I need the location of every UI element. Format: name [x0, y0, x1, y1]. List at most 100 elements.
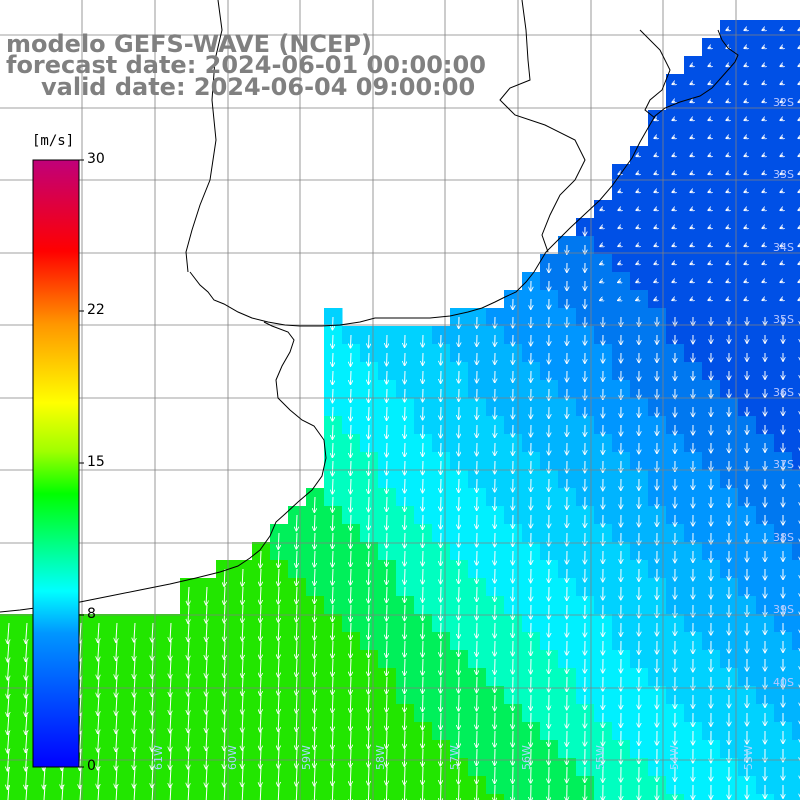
wind-speed-cell	[792, 146, 800, 165]
wind-arrow	[314, 550, 315, 567]
wind-arrow	[350, 460, 351, 475]
wind-speed-cell	[792, 758, 800, 777]
wind-speed-cell	[612, 200, 631, 219]
wind-arrow	[404, 586, 405, 602]
wind-speed-cell	[792, 686, 800, 705]
wind-speed-cell	[684, 272, 703, 291]
wind-arrow	[350, 406, 351, 421]
wind-arrow	[458, 784, 459, 800]
wind-arrow	[386, 712, 387, 730]
wind-arrow	[332, 514, 333, 530]
wind-arrow	[404, 766, 405, 784]
wind-arrow	[332, 550, 333, 567]
wind-speed-cell	[702, 146, 721, 165]
wind-arrow	[386, 640, 387, 657]
wind-speed-cell	[756, 128, 775, 147]
wind-speed-cell	[666, 182, 685, 201]
wind-arrow	[368, 712, 369, 730]
wind-speed-cell	[612, 182, 631, 201]
wind-arrow	[368, 676, 369, 694]
wind-arrow	[386, 622, 387, 639]
lat-label: 36S	[773, 386, 794, 399]
wind-speed-cell	[630, 200, 649, 219]
wind-speed-cell	[0, 794, 19, 800]
wind-arrow	[368, 442, 369, 457]
wind-speed-cell	[684, 146, 703, 165]
wind-arrow	[350, 676, 351, 694]
wind-arrow	[404, 784, 405, 800]
wind-arrow	[422, 676, 423, 693]
wind-arrow	[296, 550, 297, 567]
wind-arrow	[350, 550, 351, 566]
wind-arrow	[350, 514, 351, 530]
wind-speed-cell	[702, 218, 721, 237]
wind-speed-cell	[792, 740, 800, 759]
wind-speed-cell	[684, 200, 703, 219]
lon-label: 53W	[742, 745, 755, 770]
wind-speed-cell	[702, 110, 721, 129]
wind-speed-cell	[774, 200, 793, 219]
wind-speed-cell	[648, 200, 667, 219]
wind-speed-cell	[630, 236, 649, 255]
wind-arrow	[314, 586, 315, 603]
wind-speed-cell	[666, 74, 685, 93]
wind-arrow	[368, 730, 369, 748]
wind-speed-cell	[378, 794, 397, 800]
wind-speed-cell	[792, 416, 800, 435]
wind-arrow	[350, 694, 351, 712]
wind-speed-cell	[648, 146, 667, 165]
wind-arrow	[350, 748, 351, 767]
lon-label: 55W	[594, 745, 607, 770]
wind-speed-cell	[738, 74, 757, 93]
wind-speed-cell	[792, 650, 800, 669]
wind-arrow	[350, 442, 351, 457]
wind-speed-cell	[774, 56, 793, 75]
wind-speed-cell	[702, 56, 721, 75]
wind-speed-cell	[702, 128, 721, 147]
wind-arrow	[386, 676, 387, 694]
wind-arrow	[332, 676, 333, 694]
wind-speed-cell	[756, 290, 775, 309]
lat-label: 37S	[773, 458, 794, 471]
wind-speed-cell	[684, 56, 703, 75]
wind-arrow	[314, 622, 315, 640]
wind-arrow	[368, 586, 369, 603]
wind-arrow	[332, 586, 333, 603]
wind-arrow	[368, 640, 369, 657]
wind-speed-cell	[144, 794, 163, 800]
wind-speed-cell	[792, 218, 800, 237]
wind-speed-cell	[612, 254, 631, 273]
wind-speed-cell	[756, 236, 775, 255]
wind-speed-cell	[702, 272, 721, 291]
wind-speed-cell	[792, 290, 800, 309]
wind-arrow	[350, 712, 351, 730]
wind-speed-cell	[792, 56, 800, 75]
lat-label: 32S	[773, 96, 794, 109]
wind-speed-cell	[630, 272, 649, 291]
wind-arrow	[350, 586, 351, 603]
wind-speed-cell	[648, 110, 667, 129]
wind-arrow	[332, 334, 333, 348]
wind-speed-cell	[612, 290, 631, 309]
wind-speed-cell	[792, 38, 800, 57]
wind-arrow	[296, 514, 297, 531]
wind-arrow	[350, 388, 351, 402]
colorbar-tick-label: 30	[87, 151, 105, 167]
wind-arrow	[386, 496, 387, 511]
wind-speed-cell	[648, 290, 667, 309]
wind-speed-cell	[756, 38, 775, 57]
wind-arrow	[440, 730, 441, 748]
wind-speed-cell	[702, 290, 721, 309]
wind-speed-cell	[792, 434, 800, 453]
wind-arrow	[368, 550, 369, 566]
wind-speed-cell	[450, 794, 469, 800]
wind-arrow	[386, 532, 387, 548]
wind-speed-cell	[774, 254, 793, 273]
wind-arrow	[296, 532, 297, 549]
wind-arrow	[332, 622, 333, 640]
wind-speed-cell	[306, 794, 325, 800]
wind-speed-cell	[792, 632, 800, 651]
wind-speed-cell	[702, 236, 721, 255]
wind-speed-cell	[684, 290, 703, 309]
